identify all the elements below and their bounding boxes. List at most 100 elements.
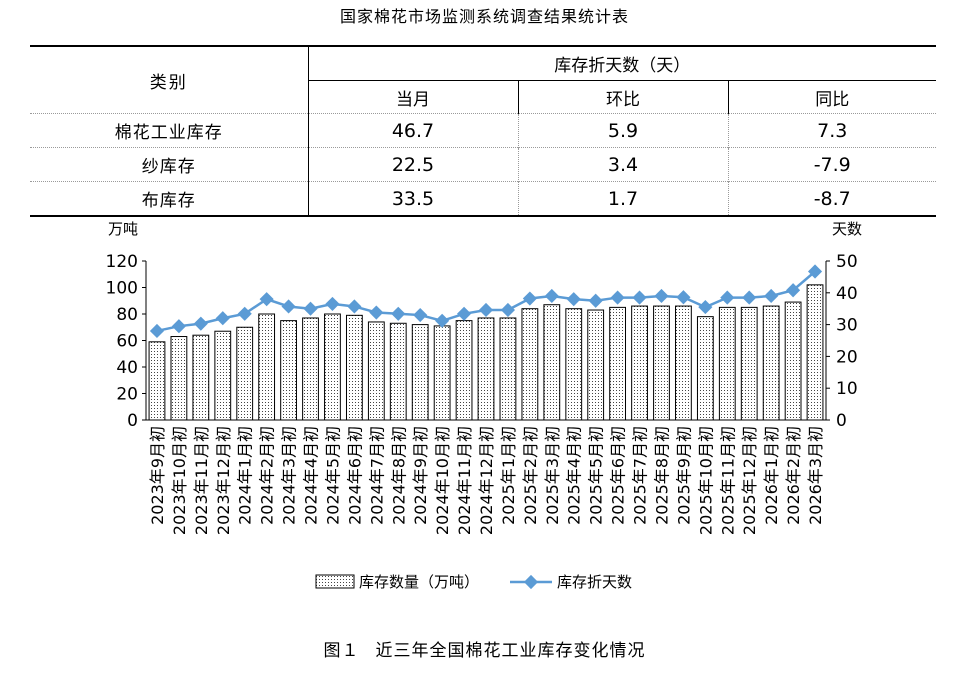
inventory-bar [236,326,254,421]
cell-current: 22.5 [307,147,518,182]
right-axis-tick-label: 0 [836,411,847,431]
table-row: 布库存 33.5 1.7 -8.7 [30,181,936,217]
inventory-bar [784,301,802,421]
figure-number: 图１ [323,641,360,661]
inventory-bar [477,317,495,421]
inventory-bar [499,317,517,421]
cell-mom: 1.7 [517,181,728,217]
x-axis-tick-label: 2024年12月初 [477,426,496,535]
row-label: 棉花工业库存 [30,113,308,148]
stock-days-point [369,305,384,320]
x-axis-tick-label: 2025年9月初 [674,426,693,525]
x-axis-tick-label: 2024年10月初 [433,426,452,535]
right-axis-tick-label: 40 [836,284,858,304]
cell-yoy: -8.7 [727,181,936,217]
x-axis-tick-label: 2024年6月初 [345,426,364,525]
x-axis-tick-label: 2025年7月初 [631,426,650,525]
stock-days-point [632,290,647,305]
cell-mom: 5.9 [517,113,728,148]
stock-days-point [478,302,494,318]
stock-days-point [456,306,472,321]
stock-days-point [500,302,516,318]
stock-days-point [610,290,625,305]
inventory-bar [740,306,758,421]
inventory-bar [609,306,627,421]
figure-caption-text: 近三年全国棉花工业库存变化情况 [375,641,646,661]
x-axis-tick-label: 2024年2月初 [258,426,277,525]
inventory-bar [192,334,210,421]
x-axis-tick-label: 2023年9月初 [148,426,167,525]
inventory-bar [280,320,297,421]
stock-days-point [654,288,669,304]
stock-days-point [435,313,450,328]
inventory-bar [324,313,341,421]
stock-days-group-header: 库存折天数（天） [307,45,936,81]
category-header: 类别 [30,45,308,114]
x-axis-tick-label: 2025年6月初 [609,426,628,525]
right-axis-tick-label: 50 [836,252,858,272]
row-label: 纱库存 [30,147,308,182]
stock-days-point [522,291,537,306]
inventory-bar [433,325,451,421]
x-axis-tick-label: 2025年12月初 [740,426,759,535]
left-axis-tick-label: 40 [116,358,138,378]
stock-days-point [807,264,823,279]
stock-days-point [347,299,362,314]
stock-days-point [325,296,340,312]
inventory-bar [718,306,736,421]
inventory-bar [762,305,780,421]
inventory-bar [214,330,232,421]
stock-days-point [391,306,406,321]
inventory-bar [543,304,561,421]
x-axis-tick-label: 2023年12月初 [214,426,233,535]
stock-days-point [281,299,296,314]
x-axis-tick-label: 2023年11月初 [192,426,211,535]
inventory-bar [148,341,166,421]
stock-days-point [720,290,735,305]
inventory-bar [587,309,605,421]
x-axis-tick-label: 2026年3月初 [806,426,825,525]
chart-legend: 库存数量（万吨） 库存折天数 [315,573,632,591]
inventory-bar [345,314,363,421]
x-axis-tick-label: 2025年10月初 [696,426,715,535]
stock-days-point [193,316,208,331]
stock-days-point [259,292,274,307]
stock-days-point [544,288,559,304]
right-axis-tick-label: 30 [836,316,858,336]
table-row: 纱库存 22.5 3.4 -7.9 [30,147,936,182]
x-axis-tick-label: 2026年2月初 [784,426,803,525]
inventory-bar [302,317,319,421]
inventory-chart: 万吨 天数 0 20 40 60 80 100 120 0 10 20 30 40 50 2023年9月… [106,220,862,591]
stock-days-point [764,288,779,304]
x-axis-tick-label: 2024年4月初 [302,426,321,525]
cell-yoy: 7.3 [727,113,936,148]
row-label: 布库存 [30,181,308,217]
x-axis-tick-label: 2025年2月初 [521,426,540,525]
inventory-bar [367,321,385,421]
header-current-month: 当月 [307,80,518,114]
x-axis-tick-label: 2025年11月初 [718,426,737,535]
cell-current: 46.7 [307,113,518,148]
x-axis-tick-label: 2026年1月初 [762,426,781,525]
stock-days-point [215,311,230,326]
legend-bar-swatch [315,574,355,589]
left-axis-tick-label: 0 [127,411,138,431]
x-axis-tick-label: 2023年10月初 [170,426,189,535]
left-axis-unit: 万吨 [108,220,138,238]
right-axis-tick-label: 20 [836,347,858,367]
inventory-bar [696,316,714,421]
x-axis-tick-label: 2024年1月初 [236,426,255,525]
inventory-bar [411,324,429,421]
cell-mom: 3.4 [517,147,728,182]
table-row: 棉花工业库存 46.7 5.9 7.3 [30,113,936,148]
x-axis-tick-label: 2025年4月初 [565,426,584,525]
stock-days-point [698,300,713,315]
left-axis-tick-label: 120 [106,252,138,272]
inventory-bar [170,336,188,421]
stock-days-point [237,306,252,321]
x-axis-tick-label: 2025年5月初 [587,426,606,525]
left-axis-tick-label: 100 [106,279,138,299]
x-axis-tick-label: 2024年9月初 [411,426,430,525]
x-axis-tick-label: 2025年8月初 [652,426,671,525]
figure-caption: 图１ 近三年全国棉花工业库存变化情况 [0,636,969,661]
